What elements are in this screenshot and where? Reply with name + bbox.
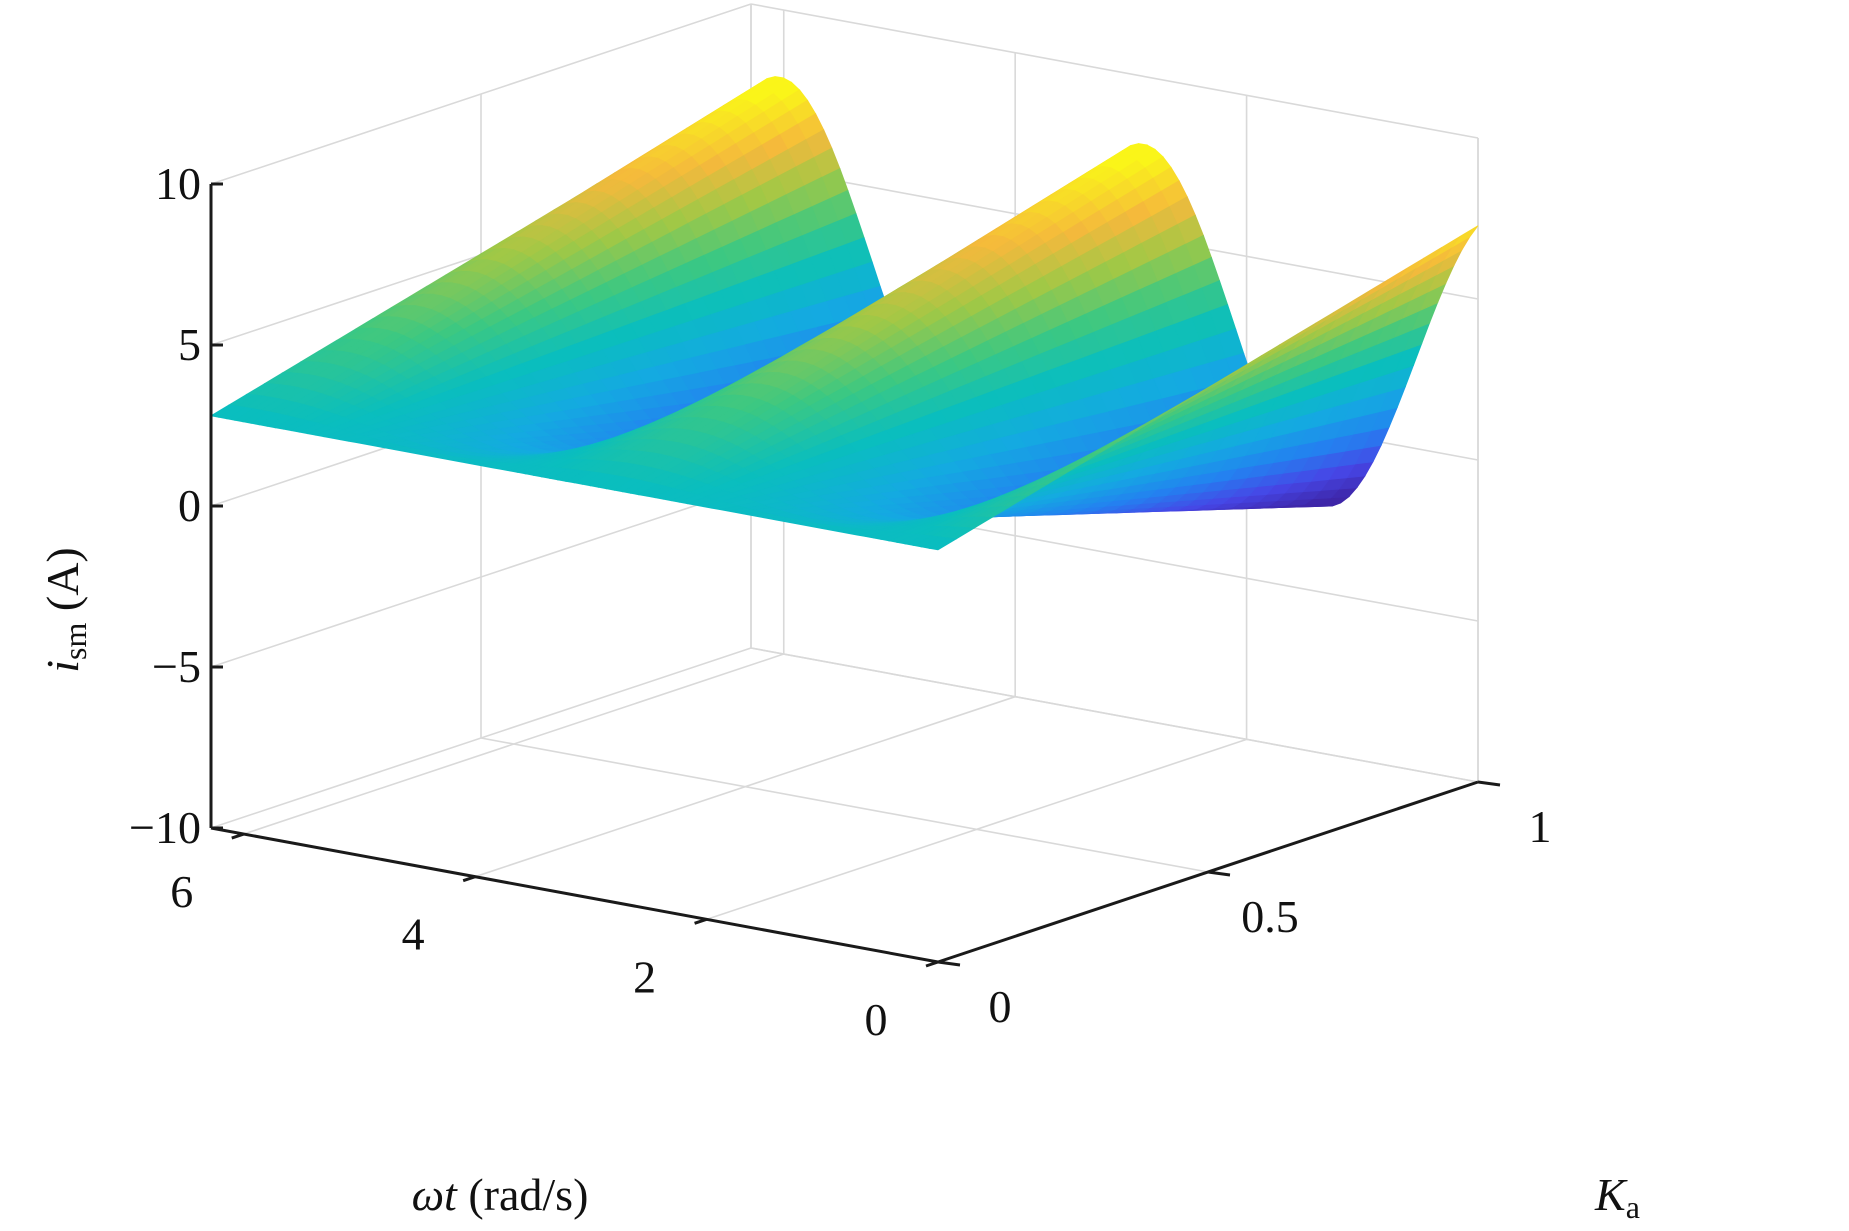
gridline-z-side — [750, 3, 1479, 139]
x-tick-mark — [462, 875, 476, 883]
z-axis-label: ism (A) — [37, 547, 93, 672]
x-axis-unit: (rad/s) — [457, 1169, 589, 1220]
x-tick-label: 2 — [633, 951, 656, 1002]
x-tick-mark — [231, 832, 245, 840]
z-axis-symbol: i — [37, 660, 88, 673]
gridline-y-floor — [750, 647, 1479, 783]
y-tick-label: 0.5 — [1241, 891, 1299, 942]
y-tick-label: 1 — [1529, 801, 1552, 852]
labels-layer: ωt (rad/s) Ka ism (A) — [37, 547, 1640, 1225]
gridline-x-floor — [706, 738, 1247, 921]
gridline-x-floor — [243, 653, 784, 835]
surface-patch — [928, 537, 958, 551]
z-axis-unit: (A) — [37, 547, 88, 622]
y-tick-mark — [937, 960, 961, 967]
tick-labels: −10 −5 0 5 10 0 2 4 6 0 0.5 1 — [129, 158, 1551, 1045]
z-tick-label: 10 — [155, 158, 201, 209]
z-tick-label: 0 — [178, 480, 201, 531]
x-tick-label: 0 — [865, 994, 888, 1045]
x-tick-label: 6 — [170, 866, 193, 917]
x-axis-symbol: ωt — [412, 1169, 458, 1220]
x-axis-line — [210, 826, 939, 964]
gridline-y-floor — [480, 737, 1209, 873]
x-tick-mark — [694, 917, 708, 925]
z-axis-subscript: sm — [57, 623, 93, 660]
axes-layer — [209, 182, 1501, 968]
z-tick-label: −5 — [152, 641, 201, 692]
z-tick-label: −10 — [129, 802, 201, 853]
x-tick-label: 4 — [402, 909, 425, 960]
gridline-x-floor — [474, 695, 1016, 878]
y-tick-label: 0 — [989, 981, 1012, 1032]
y-axis-symbol: K — [1594, 1169, 1628, 1220]
y-tick-mark — [1477, 780, 1501, 787]
x-axis-label: ωt (rad/s) — [412, 1169, 589, 1220]
y-axis-subscript: a — [1626, 1189, 1640, 1225]
y-axis-label: Ka — [1594, 1169, 1640, 1225]
y-tick-mark — [1207, 870, 1231, 877]
x-tick-mark — [925, 960, 939, 968]
z-tick-label: 5 — [178, 319, 201, 370]
surface-layer — [209, 76, 1479, 551]
